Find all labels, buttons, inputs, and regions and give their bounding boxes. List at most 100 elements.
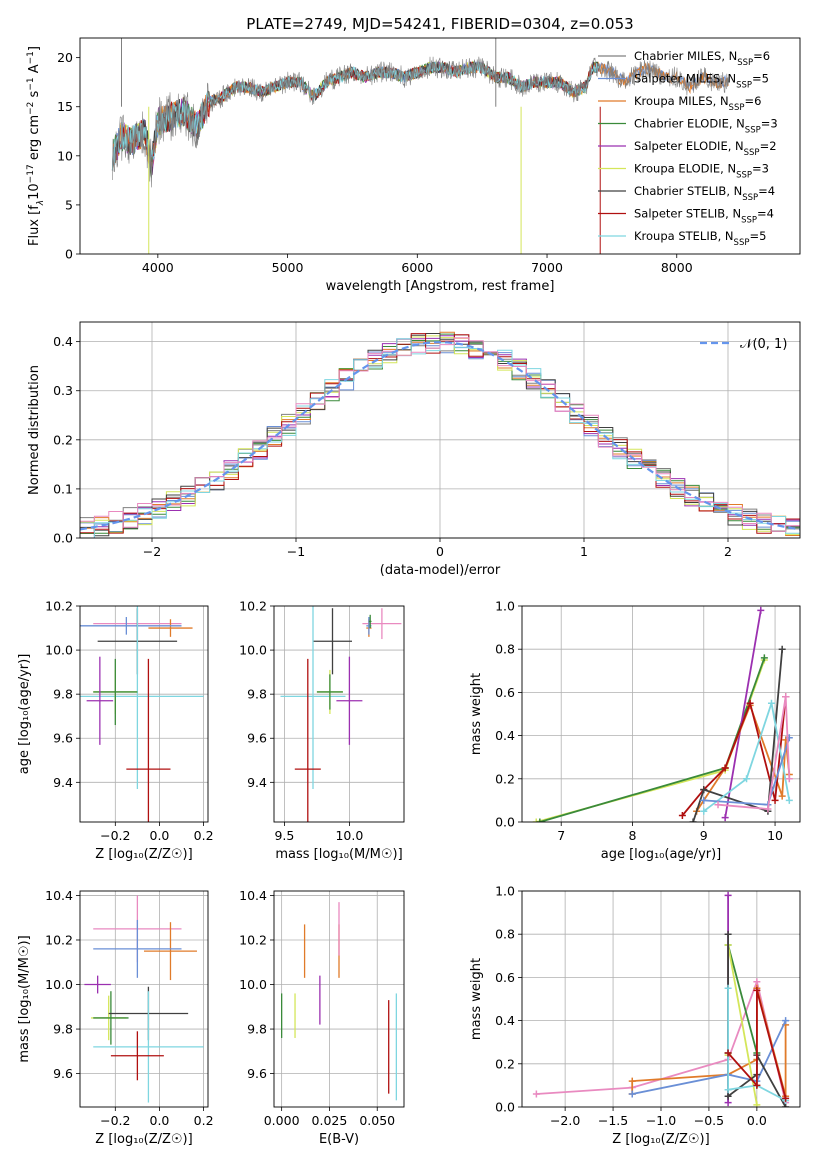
x-tick-label: −1.0 <box>646 1113 676 1128</box>
plus-marker <box>700 796 708 804</box>
panel-spectrum: 4000 5000 6000 7000 8000 0 5 10 15 20 wavelength [… <box>26 37 801 294</box>
y-tick-label: 1.0 <box>495 599 515 614</box>
y-tick-label: 10.4 <box>239 888 267 903</box>
y-tick-label: 0.6 <box>495 685 515 700</box>
x-tick-label: −0.2 <box>100 828 130 843</box>
y-tick-label: 9.8 <box>53 687 73 702</box>
x-tick-label: 1 <box>580 544 588 559</box>
legend-label: Salpeter MILES, NSSP=5 <box>634 72 769 91</box>
plus-marker <box>724 1086 732 1094</box>
weight-series <box>703 702 791 812</box>
x-axis-label: Z [log₁₀(Z/Z☉)] <box>95 847 192 862</box>
x-tick-label: −1.5 <box>598 1113 628 1128</box>
x-tick-label: 10 <box>767 828 783 843</box>
plus-marker <box>724 1099 732 1107</box>
x-tick-label: −2.0 <box>550 1113 580 1128</box>
plus-marker <box>767 699 775 707</box>
y-tick-label: 10.2 <box>45 932 73 947</box>
x-tick-label: 6000 <box>401 260 433 275</box>
plus-marker <box>724 1049 732 1057</box>
y-tick-label: 0.8 <box>495 927 515 942</box>
x-tick-label: 2 <box>724 544 732 559</box>
plus-marker <box>782 693 790 701</box>
plot-area <box>280 902 398 1101</box>
weight-series <box>717 696 791 810</box>
weight-series <box>692 649 784 822</box>
x-tick-label: 8 <box>629 828 637 843</box>
y-tick-label: 0.0 <box>53 531 73 546</box>
plot-area <box>80 606 204 822</box>
x-tick-label: 0.000 <box>264 1113 300 1128</box>
x-tick-label: 0.2 <box>194 1113 214 1128</box>
y-tick-label: 1.0 <box>495 884 515 899</box>
plot-area <box>532 891 790 1107</box>
x-tick-label: 9 <box>700 828 708 843</box>
y-tick-label: 10.0 <box>239 977 267 992</box>
x-tick-label: 9.5 <box>274 828 294 843</box>
plot-area <box>532 606 793 822</box>
axes-frame <box>273 890 405 1108</box>
plus-marker <box>700 786 708 794</box>
y-tick-label: 0.2 <box>53 432 73 447</box>
plus-marker <box>778 792 786 800</box>
legend-label: Salpeter ELODIE, NSSP=2 <box>634 139 777 158</box>
plus-marker <box>746 699 754 707</box>
y-axis-label: age [log₁₀(age/yr)] <box>17 654 32 775</box>
weight-series <box>632 1020 787 1095</box>
y-tick-label: 10.0 <box>45 643 73 658</box>
plus-marker <box>700 807 708 815</box>
plus-marker <box>724 1092 732 1100</box>
legend-label: Kroupa ELODIE, NSSP=3 <box>634 162 769 181</box>
y-tick-label: 9.8 <box>247 1022 267 1037</box>
plot-area <box>84 895 204 1103</box>
panel-weight-vs-Z: −2.0 −1.5 −1.0 −0.5 0.0 0.0 0.2 0.4 0.6 0.8 1.0 Z [… <box>469 884 801 1147</box>
plus-marker <box>782 1103 790 1107</box>
legend-label: Salpeter STELIB, NSSP=4 <box>634 207 774 226</box>
normal-curve <box>80 341 800 531</box>
x-tick-label: −2 <box>143 544 161 559</box>
plus-marker <box>532 1090 540 1098</box>
x-tick-label: −1 <box>287 544 305 559</box>
axes-frame <box>521 890 801 1108</box>
axes-frame <box>79 37 801 255</box>
y-tick-label: 0.3 <box>53 383 73 398</box>
plus-marker <box>689 818 697 822</box>
y-tick-label: 0.0 <box>495 815 515 830</box>
panel-mass-vs-EBV: 0.000 0.025 0.050 9.6 9.8 10.0 10.2 10.4 E(B-V) <box>239 888 405 1147</box>
weight-series <box>727 988 787 1102</box>
plus-marker <box>721 814 729 822</box>
x-axis-label: Z [log₁₀(Z/Z☉)] <box>95 1132 192 1147</box>
plus-marker <box>782 1017 790 1025</box>
panel-residuals: −2 −1 0 1 2 0.0 0.1 0.2 0.3 0.4 (data-model)/error… <box>27 321 801 578</box>
y-tick-label: 9.8 <box>53 1022 73 1037</box>
panel-weight-vs-age: 7 8 9 10 0.0 0.2 0.4 0.6 0.8 1.0 age [log₁₀(age/yr… <box>469 599 801 862</box>
plot-area <box>111 38 729 254</box>
plot-area <box>280 606 402 822</box>
y-tick-label: 9.6 <box>53 731 73 746</box>
y-tick-label: 0.0 <box>495 1100 515 1115</box>
y-tick-label: 15 <box>57 99 73 114</box>
x-tick-label: 4000 <box>142 260 174 275</box>
weight-series <box>724 610 762 818</box>
y-tick-label: 10.0 <box>239 643 267 658</box>
x-tick-label: 5000 <box>272 260 304 275</box>
x-tick-label: 0 <box>436 544 444 559</box>
legend-label: Kroupa STELIB, NSSP=5 <box>634 229 766 248</box>
y-tick-label: 10.4 <box>45 888 73 903</box>
x-tick-label: 0.2 <box>194 828 214 843</box>
y-tick-label: 9.6 <box>247 731 267 746</box>
y-tick-label: 10.2 <box>45 599 73 614</box>
plus-marker <box>785 775 793 783</box>
plus-marker <box>724 930 732 938</box>
y-tick-label: 10.0 <box>45 977 73 992</box>
y-tick-label: 10 <box>57 148 73 163</box>
legend-label: Kroupa MILES, NSSP=6 <box>634 94 761 113</box>
axes-frame <box>273 605 405 823</box>
y-tick-label: 9.6 <box>247 1066 267 1081</box>
x-tick-label: 7000 <box>531 260 563 275</box>
y-tick-label: 20 <box>57 50 73 65</box>
x-tick-label: −0.5 <box>694 1113 724 1128</box>
axes-frame <box>79 605 209 823</box>
x-tick-label: −0.2 <box>100 1113 130 1128</box>
spectrum-line <box>111 60 600 177</box>
